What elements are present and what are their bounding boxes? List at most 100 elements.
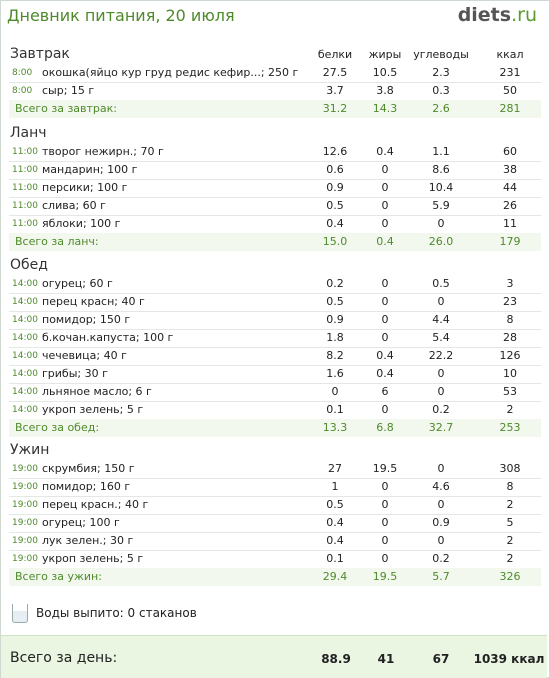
meal-total-kcal: 326 <box>499 570 521 583</box>
food-kcal: 126 <box>499 349 521 362</box>
food-row[interactable]: 19:00 перец красн.; 40 г 0.5 0 0 2 <box>9 496 541 515</box>
meal-total-protein: 13.3 <box>322 421 348 434</box>
col-header-carbs: углеводы <box>413 48 469 61</box>
food-row[interactable]: 8:00 сыр; 15 г 3.7 3.8 0.3 50 <box>9 82 541 101</box>
meal-total-row: Всего за ланч: 15.0 0.4 26.0 179 <box>9 233 541 251</box>
water-info: Воды выпито: 0 стаканов <box>12 604 197 623</box>
food-row[interactable]: 11:00 яблоки; 100 г 0.4 0 0 11 <box>9 215 541 234</box>
food-row[interactable]: 11:00 слива; 60 г 0.5 0 5.9 26 <box>9 197 541 216</box>
meal-total-protein: 15.0 <box>322 235 348 248</box>
food-kcal: 2 <box>506 498 514 511</box>
food-row[interactable]: 14:00 помидор; 150 г 0.9 0 4.4 8 <box>9 311 541 330</box>
food-row[interactable]: 14:00 укроп зелень; 5 г 0.1 0 0.2 2 <box>9 401 541 420</box>
food-fat: 0 <box>381 498 389 511</box>
food-time: 11:00 <box>12 201 38 211</box>
meal-total-protein: 31.2 <box>322 102 348 115</box>
food-time: 11:00 <box>12 147 38 157</box>
food-kcal: 2 <box>506 552 514 565</box>
food-carbs: 4.4 <box>432 313 450 326</box>
food-kcal: 53 <box>503 385 517 398</box>
meal-total-fat: 0.4 <box>376 235 394 248</box>
food-fat: 0 <box>381 163 389 176</box>
food-kcal: 2 <box>506 534 514 547</box>
food-time: 11:00 <box>12 165 38 175</box>
food-carbs: 0.2 <box>432 552 450 565</box>
food-protein: 8.2 <box>326 349 344 362</box>
page-title: Дневник питания, 20 июля <box>7 6 235 25</box>
food-row[interactable]: 14:00 огурец; 60 г 0.2 0 0.5 3 <box>9 275 541 294</box>
food-fat: 0 <box>381 552 389 565</box>
food-row[interactable]: 19:00 огурец; 100 г 0.4 0 0.9 5 <box>9 514 541 533</box>
food-time: 14:00 <box>12 369 38 379</box>
meal-total-row: Всего за ужин: 29.4 19.5 5.7 326 <box>9 568 541 586</box>
food-time: 14:00 <box>12 297 38 307</box>
food-protein: 0.9 <box>326 181 344 194</box>
food-protein: 0 <box>331 385 339 398</box>
day-total-fat: 41 <box>377 652 395 666</box>
food-name: перец красн.; 40 г <box>42 498 149 511</box>
food-kcal: 28 <box>503 331 517 344</box>
food-fat: 3.8 <box>376 84 394 97</box>
food-kcal: 3 <box>506 277 514 290</box>
food-carbs: 0.3 <box>432 84 450 97</box>
food-row[interactable]: 19:00 помидор; 160 г 1 0 4.6 8 <box>9 478 541 497</box>
food-row[interactable]: 11:00 мандарин; 100 г 0.6 0 8.6 38 <box>9 161 541 180</box>
food-name: чечевица; 40 г <box>42 349 127 362</box>
meal-title: Завтрак <box>10 46 70 62</box>
food-time: 14:00 <box>12 315 38 325</box>
food-time: 8:00 <box>12 68 33 78</box>
food-name: сыр; 15 г <box>42 84 95 97</box>
food-name: огурец; 60 г <box>42 277 113 290</box>
food-time: 8:00 <box>12 86 33 96</box>
day-total-bar: Всего за день: 88.9 41 67 1039 ккал <box>1 635 547 678</box>
food-carbs: 0 <box>437 217 445 230</box>
meal-total-carbs: 2.6 <box>432 102 450 115</box>
col-header-protein: белки <box>317 48 353 61</box>
food-fat: 0 <box>381 217 389 230</box>
food-fat: 0 <box>381 199 389 212</box>
food-row[interactable]: 14:00 льняное масло; 6 г 0 6 0 53 <box>9 383 541 402</box>
meal-total-row: Всего за обед: 13.3 6.8 32.7 253 <box>9 419 541 437</box>
food-row[interactable]: 14:00 грибы; 30 г 1.6 0.4 0 10 <box>9 365 541 384</box>
food-row[interactable]: 19:00 укроп зелень; 5 г 0.1 0 0.2 2 <box>9 550 541 569</box>
food-kcal: 11 <box>503 217 517 230</box>
meal-total-kcal: 253 <box>499 421 521 434</box>
food-protein: 0.1 <box>326 552 344 565</box>
food-row[interactable]: 14:00 б.кочан.капуста; 100 г 1.8 0 5.4 28 <box>9 329 541 348</box>
food-row[interactable]: 14:00 чечевица; 40 г 8.2 0.4 22.2 126 <box>9 347 541 366</box>
food-carbs: 0.2 <box>432 403 450 416</box>
food-protein: 0.6 <box>326 163 344 176</box>
meal-total-carbs: 26.0 <box>428 235 454 248</box>
food-protein: 0.4 <box>326 534 344 547</box>
food-name: б.кочан.капуста; 100 г <box>42 331 174 344</box>
meal-total-fat: 19.5 <box>372 570 398 583</box>
food-row[interactable]: 14:00 перец красн; 40 г 0.5 0 0 23 <box>9 293 541 312</box>
meal-total-kcal: 281 <box>499 102 521 115</box>
food-fat: 10.5 <box>372 66 398 79</box>
food-protein: 0.9 <box>326 313 344 326</box>
food-name: яблоки; 100 г <box>42 217 121 230</box>
food-time: 19:00 <box>12 464 38 474</box>
food-protein: 0.2 <box>326 277 344 290</box>
site-logo[interactable]: diets.ru <box>458 4 537 26</box>
meal-total-protein: 29.4 <box>322 570 348 583</box>
food-kcal: 10 <box>503 367 517 380</box>
food-row[interactable]: 19:00 лук зелен.; 30 г 0.4 0 0 2 <box>9 532 541 551</box>
meal-total-label: Всего за ужин: <box>15 570 102 583</box>
food-row[interactable]: 19:00 скрумбия; 150 г 27 19.5 0 308 <box>9 460 541 479</box>
food-name: укроп зелень; 5 г <box>42 403 144 416</box>
food-name: окошка(яйцо кур груд редис кефир...; 250… <box>42 66 299 79</box>
food-carbs: 0 <box>437 385 445 398</box>
meal-total-row: Всего за завтрак: 31.2 14.3 2.6 281 <box>9 100 541 118</box>
food-row[interactable]: 11:00 персики; 100 г 0.9 0 10.4 44 <box>9 179 541 198</box>
food-fat: 0.4 <box>376 349 394 362</box>
food-row[interactable]: 8:00 окошка(яйцо кур груд редис кефир...;… <box>9 64 541 83</box>
food-fat: 0 <box>381 516 389 529</box>
food-kcal: 8 <box>506 480 514 493</box>
food-row[interactable]: 11:00 творог нежирн.; 70 г 12.6 0.4 1.1 60 <box>9 143 541 162</box>
food-protein: 1.6 <box>326 367 344 380</box>
food-time: 14:00 <box>12 387 38 397</box>
food-time: 14:00 <box>12 279 38 289</box>
food-fat: 0 <box>381 277 389 290</box>
food-carbs: 10.4 <box>428 181 454 194</box>
